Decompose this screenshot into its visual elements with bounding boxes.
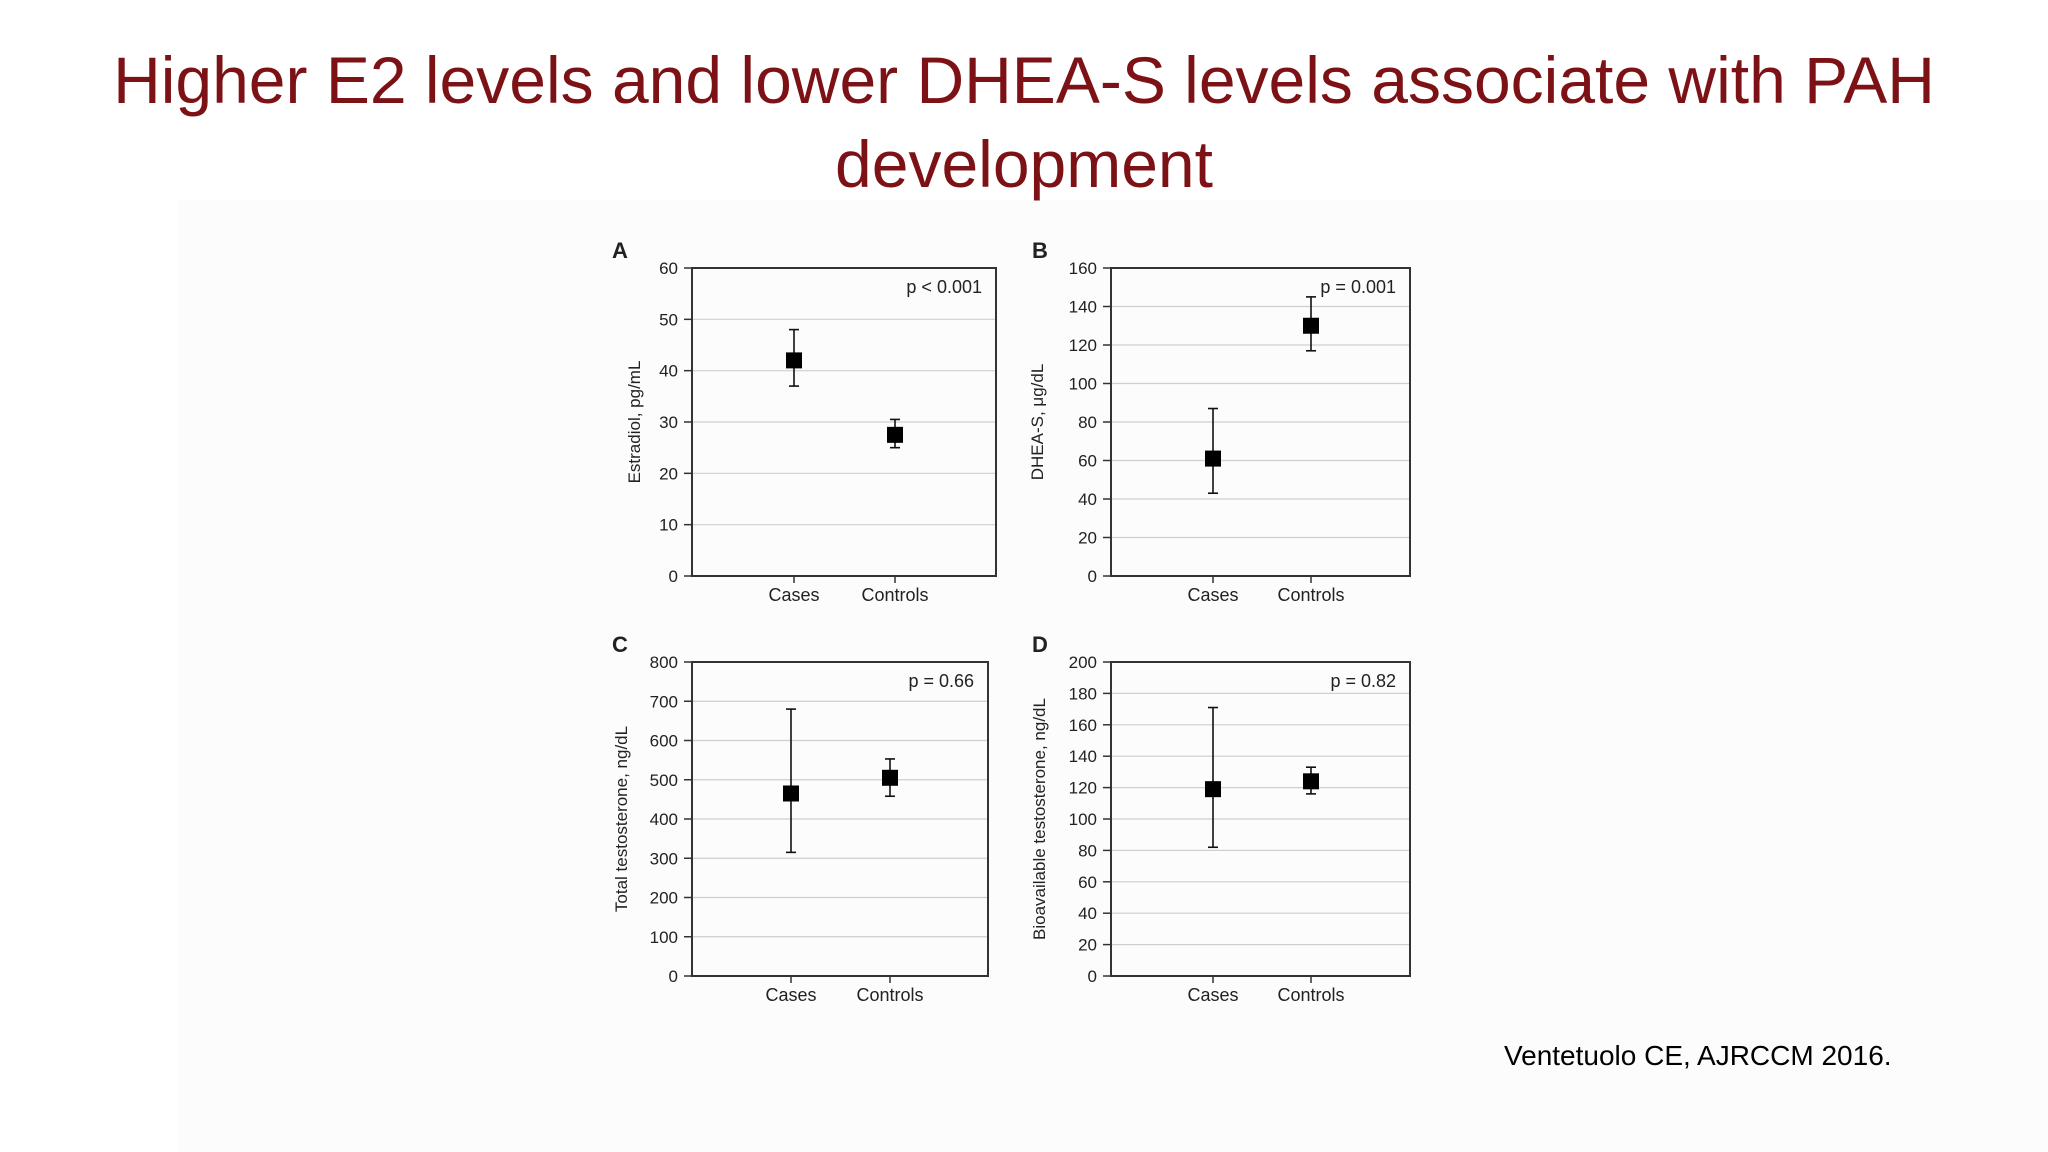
panel-letter: A [612,238,628,263]
chart-panel-a: 0 10 20 30 40 50 60 Cases Controls A Estradiol, pg… [612,238,997,605]
y-tick-label: 60 [1078,873,1097,892]
data-point [1303,317,1319,334]
y-tick-label: 180 [1069,684,1097,703]
y-tick-label: 0 [669,567,678,586]
p-value-annotation: p = 0.66 [908,671,974,691]
panel-letter: C [612,632,628,657]
y-tick-label: 120 [1069,779,1097,798]
x-tick-label: Cases [768,585,819,605]
x-tick-label: Controls [1277,985,1344,1005]
slide-title: Higher E2 levels and lower DHEA-S levels… [113,43,1935,201]
panel-letter: B [1032,238,1048,263]
x-tick-label: Controls [1277,585,1344,605]
p-value-annotation: p = 0.82 [1330,671,1396,691]
y-tick-label: 800 [650,653,678,672]
x-tick-label: Controls [861,585,928,605]
x-tick-label: Cases [765,985,816,1005]
y-tick-label: 0 [1088,967,1097,986]
y-tick-label: 120 [1069,336,1097,355]
y-axis-label: Total testosterone, ng/dL [612,726,631,912]
y-tick-label: 60 [1078,452,1097,471]
y-tick-label: 300 [650,849,678,868]
citation: Ventetuolo CE, AJRCCM 2016. [1504,1040,1892,1071]
y-tick-label: 0 [1088,567,1097,586]
chart-panel-b: 0 20 40 60 80 100 120 140 160 Cases Controls B DHEA-… [1028,238,1411,605]
y-tick-label: 140 [1069,747,1097,766]
data-point [1205,450,1221,467]
y-tick-label: 80 [1078,841,1097,860]
y-tick-label: 20 [1078,936,1097,955]
y-tick-label: 20 [1078,529,1097,548]
y-axis-label: Bioavailable testosterone, ng/dL [1030,698,1049,940]
p-value-annotation: p = 0.001 [1320,277,1396,297]
y-tick-label: 400 [650,810,678,829]
data-point [783,785,799,802]
data-point [1205,781,1221,798]
y-tick-label: 30 [659,413,678,432]
data-point [1303,773,1319,790]
y-tick-label: 40 [659,362,678,381]
y-tick-label: 80 [1078,413,1097,432]
y-tick-label: 0 [669,967,678,986]
data-point [786,352,802,369]
p-value-annotation: p < 0.001 [906,277,982,297]
y-tick-label: 160 [1069,716,1097,735]
slide-background [178,200,2048,1152]
x-tick-label: Cases [1187,585,1238,605]
y-tick-label: 60 [659,259,678,278]
y-tick-label: 200 [650,889,678,908]
y-tick-label: 100 [1069,375,1097,394]
y-tick-label: 160 [1069,259,1097,278]
chart-panel-d: 0 20 40 60 80 100 120 140 160 180 200 Cases Controls… [1030,632,1411,1005]
y-axis-label: Estradiol, pg/mL [625,361,644,484]
y-tick-label: 140 [1069,298,1097,317]
y-tick-label: 500 [650,771,678,790]
chart-panel-c: 0 100 200 300 400 500 600 700 800 Cases Controls C T… [612,632,989,1005]
x-tick-label: Controls [856,985,923,1005]
y-tick-label: 100 [1069,810,1097,829]
y-tick-label: 40 [1078,490,1097,509]
y-tick-label: 10 [659,516,678,535]
y-tick-label: 20 [659,464,678,483]
data-point [887,426,903,443]
y-tick-label: 700 [650,692,678,711]
y-tick-label: 100 [650,928,678,947]
y-axis-label: DHEA-S, μg/dL [1028,364,1047,481]
y-tick-label: 50 [659,310,678,329]
panel-letter: D [1032,632,1048,657]
y-tick-label: 600 [650,732,678,751]
data-point [882,769,898,786]
y-tick-label: 200 [1069,653,1097,672]
y-tick-label: 40 [1078,904,1097,923]
x-tick-label: Cases [1187,985,1238,1005]
